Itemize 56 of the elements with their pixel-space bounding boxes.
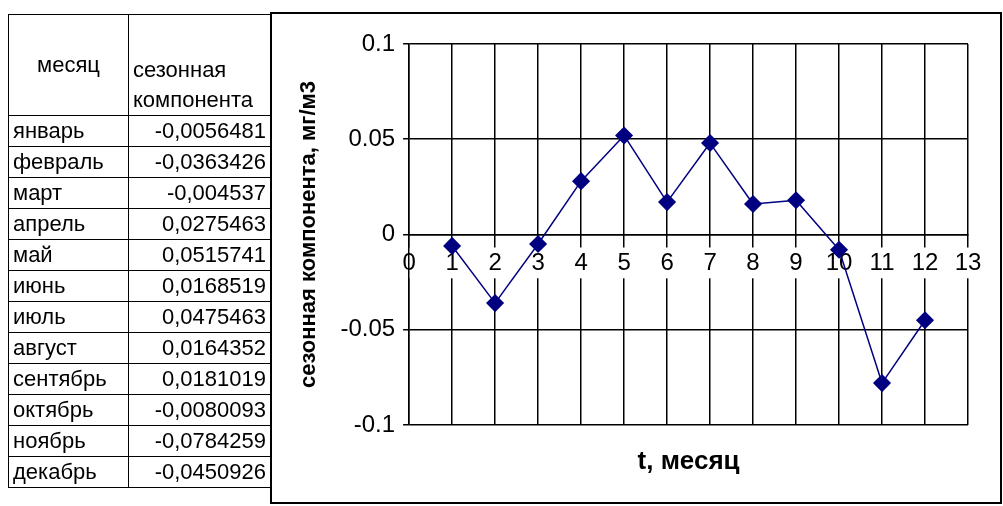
text: сезонная компонента (128, 14, 271, 116)
x-tick-label: 8 (746, 247, 760, 275)
text: август (8, 332, 129, 364)
y-axis-title: сезонная компонента, мг/м3 (295, 80, 321, 389)
text: -0,004537 (128, 177, 271, 209)
point (873, 374, 891, 392)
point (443, 237, 461, 255)
point (916, 311, 934, 329)
y-tick-label: 0 (381, 219, 396, 247)
x-tick-label: 13 (954, 247, 982, 275)
x-tick-label: 3 (531, 247, 545, 275)
y-tick-label: 0.05 (348, 123, 396, 151)
text: 0,0275463 (128, 208, 271, 240)
text: -0,0784259 (128, 425, 271, 457)
text: -0,0080093 (128, 394, 271, 426)
text: 0,0515741 (128, 239, 271, 271)
text: 0,0164352 (128, 332, 271, 364)
point (701, 134, 719, 152)
point (787, 191, 805, 209)
point (744, 195, 762, 213)
text: ноябрь (8, 425, 129, 457)
text: март (8, 177, 129, 209)
text: -0,0450926 (128, 456, 271, 488)
text: октябрь (8, 394, 129, 426)
y-tick-label: -0.05 (340, 314, 396, 342)
x-tick-label: 1 (445, 247, 459, 275)
x-tick-label: 4 (574, 247, 588, 275)
x-tick-label: 11 (869, 247, 895, 275)
text: июль (8, 301, 129, 333)
text: сентябрь (8, 363, 129, 395)
y-tick-label: 0.1 (361, 28, 396, 56)
text: -0,0363426 (128, 146, 271, 178)
point (529, 235, 547, 253)
point (658, 193, 676, 211)
text: апрель (8, 208, 129, 240)
x-tick-label: 7 (703, 247, 717, 275)
text: 0,0181019 (128, 363, 271, 395)
text: -0,0056481 (128, 115, 271, 147)
x-axis-title: t, месяц (637, 445, 740, 476)
text: январь (8, 115, 129, 147)
x-tick-label: 12 (911, 247, 939, 275)
point (572, 172, 590, 190)
text: февраль (8, 146, 129, 178)
text: 0,0168519 (128, 270, 271, 302)
text: месяц (8, 14, 129, 116)
text: июнь (8, 270, 129, 302)
point (615, 126, 633, 145)
text: декабрь (8, 456, 129, 488)
text: май (8, 239, 129, 271)
x-tick-label: 6 (660, 247, 674, 275)
point (486, 294, 504, 312)
x-tick-label: 2 (488, 247, 502, 275)
y-tick-label: -0.1 (353, 409, 396, 437)
x-tick-label: 5 (617, 247, 631, 275)
text: 0,0475463 (128, 301, 271, 333)
x-tick-label: 9 (789, 247, 803, 275)
